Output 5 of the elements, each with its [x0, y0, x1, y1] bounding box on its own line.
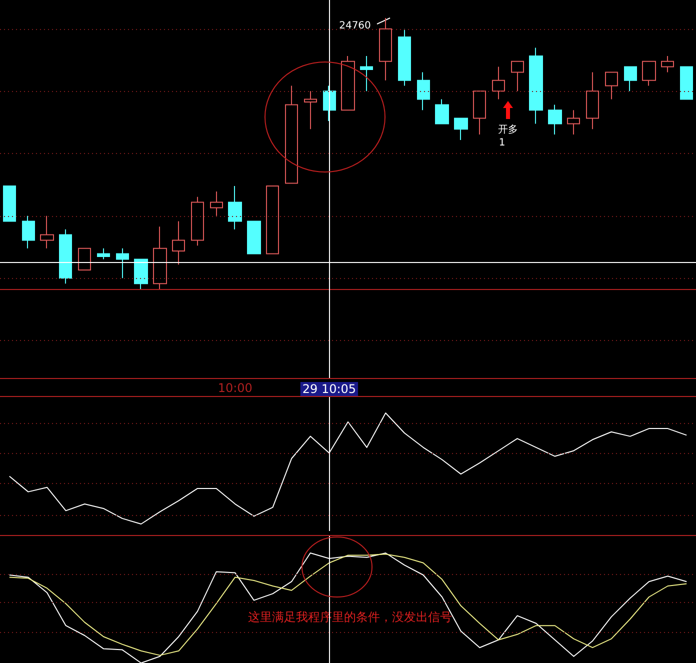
annotation: 24760 [339, 20, 371, 32]
x-tick-label: 10:00 [218, 381, 252, 395]
x-tick-label: 29 10:05 [302, 382, 356, 396]
annotation: 开多 [498, 124, 518, 136]
annotation: 1 [498, 138, 506, 148]
